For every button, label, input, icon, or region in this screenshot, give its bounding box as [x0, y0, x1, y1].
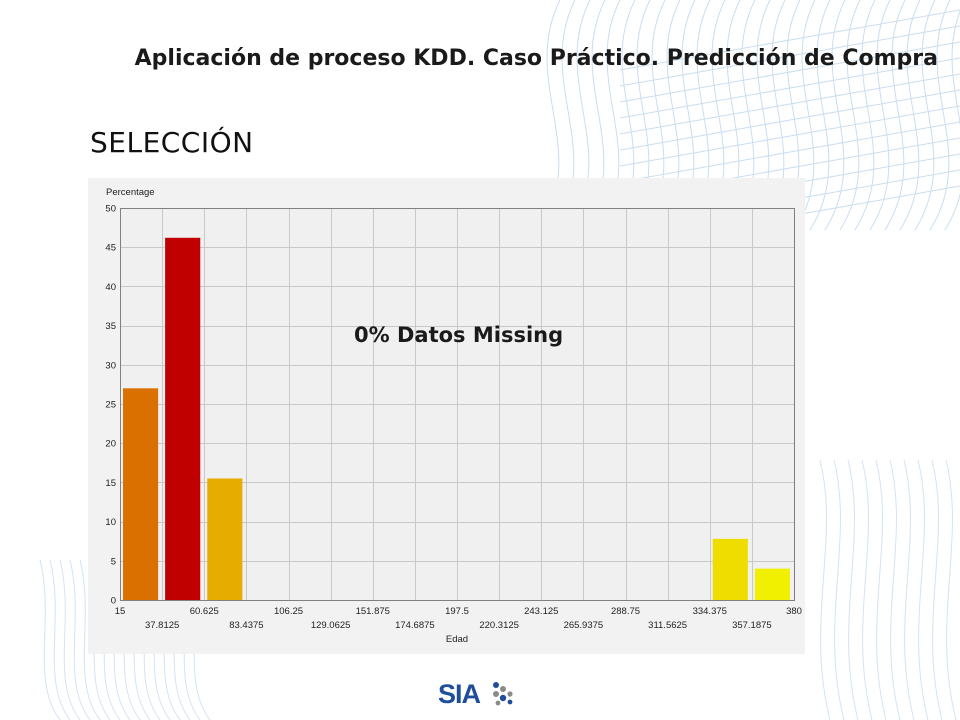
y-tick-label: 25 — [105, 400, 116, 411]
y-tick-label: 20 — [105, 439, 116, 450]
histogram-bar — [754, 568, 790, 600]
histogram-chart: 0 5 10 15 20 25 30 35 40 45 50 15 60.625 106.25 151.87… — [105, 187, 802, 645]
y-tick-label: 5 — [111, 556, 116, 567]
plot-border — [120, 208, 795, 601]
histogram-bar — [712, 538, 748, 600]
missing-data-label: 0% Datos Missing — [354, 323, 564, 347]
x-tick-label: 380 — [786, 606, 802, 617]
histogram-bar — [123, 388, 159, 600]
slide-title: Aplicación de proceso KDD. Caso Práctico… — [134, 46, 938, 71]
histogram-panel: 0 5 10 15 20 25 30 35 40 45 50 15 60.625 106.25 151.87… — [88, 178, 805, 654]
x-tick-label: 106.25 — [274, 606, 303, 617]
x-tick-label: 174.6875 — [395, 620, 435, 631]
x-axis-label: Edad — [446, 634, 468, 645]
x-tick-label: 265.9375 — [564, 620, 604, 631]
y-tick-label: 30 — [105, 360, 116, 371]
sia-logo: SIA — [438, 679, 513, 709]
y-tick-label: 45 — [105, 243, 116, 254]
x-tick-label: 243.125 — [524, 606, 558, 617]
x-tick-label: 357.1875 — [732, 620, 772, 631]
x-tick-label: 311.5625 — [648, 620, 687, 631]
y-tick-label: 15 — [105, 478, 116, 489]
y-tick-label: 0 — [111, 596, 116, 607]
x-tick-label: 197.5 — [445, 606, 469, 617]
x-tick-label: 288.75 — [611, 606, 640, 617]
histogram-bar — [165, 237, 201, 600]
y-tick-label: 50 — [105, 204, 116, 215]
x-tick-label: 334.375 — [693, 606, 727, 617]
svg-text:SIA: SIA — [438, 679, 481, 709]
x-tick-label: 151.875 — [356, 606, 390, 617]
x-tick-label: 37.8125 — [145, 620, 179, 631]
y-tick-label: 40 — [105, 282, 116, 293]
x-tick-label: 83.4375 — [229, 620, 263, 631]
y-axis-label: Percentage — [106, 187, 155, 198]
x-tick-label: 220.3125 — [479, 620, 519, 631]
x-tick-label: 15 — [115, 606, 126, 617]
x-tick-label: 60.625 — [190, 606, 219, 617]
y-tick-label: 10 — [105, 517, 116, 528]
section-title: SELECCIÓN — [90, 126, 254, 159]
x-tick-label: 129.0625 — [311, 620, 351, 631]
y-tick-label: 35 — [105, 321, 116, 332]
histogram-bar — [207, 478, 243, 600]
